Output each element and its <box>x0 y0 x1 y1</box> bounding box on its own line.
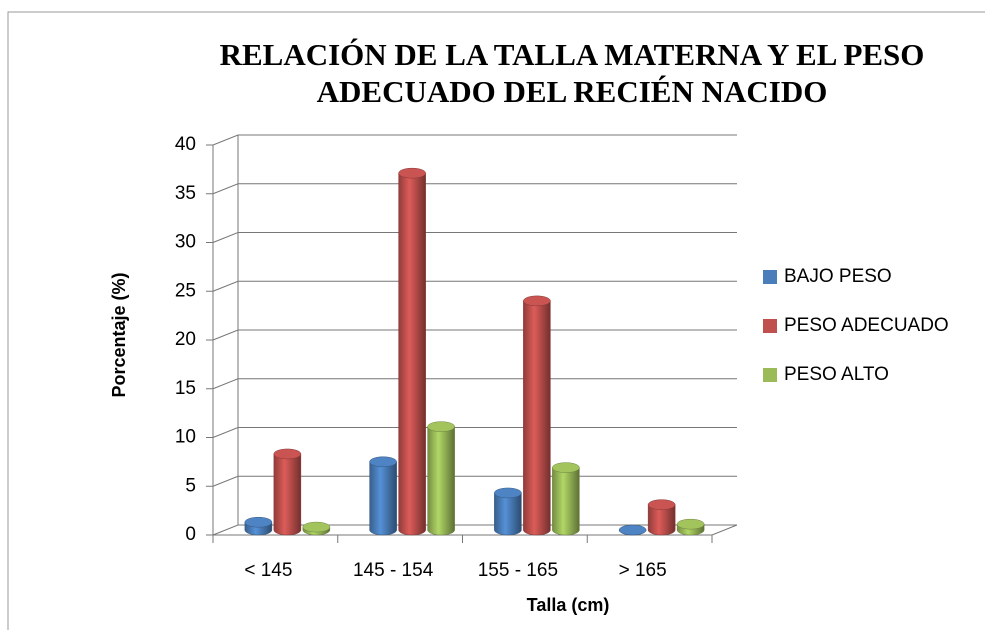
bar <box>494 492 522 536</box>
bar-top <box>676 518 705 530</box>
x-tick-label: 155 - 165 <box>478 560 558 581</box>
bar-top <box>244 516 273 528</box>
legend-swatch <box>763 270 777 284</box>
legend-label: PESO ADECUADO <box>784 315 949 336</box>
bar <box>552 467 580 536</box>
y-tick-label: 30 <box>175 232 196 253</box>
y-tick-label: 35 <box>175 183 196 204</box>
bar <box>273 453 302 536</box>
x-axis-label: Talla (cm) <box>527 595 610 615</box>
bar <box>369 461 397 536</box>
title-line: ADECUADO DEL RECIÉN NACIDO <box>317 74 828 109</box>
bar <box>398 172 426 536</box>
bar-top <box>494 487 522 499</box>
title-line: RELACIÓN DE LA TALLA MATERNA Y EL PESO <box>220 37 925 72</box>
legend-label: BAJO PESO <box>784 266 892 287</box>
bar-top <box>369 456 397 467</box>
y-tick-label: 15 <box>175 378 196 399</box>
y-tick-label: 5 <box>185 475 196 496</box>
bar <box>647 504 676 536</box>
bar-top <box>523 295 551 307</box>
legend-label: PESO ALTO <box>784 364 889 385</box>
y-tick-label: 40 <box>175 134 196 155</box>
bar-top <box>552 462 580 473</box>
x-tick-label: < 145 <box>244 560 292 581</box>
bar <box>427 426 455 536</box>
x-tick-label: > 165 <box>619 560 667 581</box>
bar-top <box>398 167 426 179</box>
y-tick-label: 25 <box>175 280 196 301</box>
y-tick-label: 20 <box>175 329 196 350</box>
chart-title: RELACIÓN DE LA TALLA MATERNA Y EL PESO AD… <box>220 37 925 109</box>
legend-swatch <box>763 368 777 382</box>
bar-top <box>427 421 455 432</box>
bar <box>523 300 551 536</box>
bar-top <box>273 448 302 460</box>
bar-top <box>302 521 331 533</box>
y-tick-label: 10 <box>175 427 196 448</box>
x-tick-label: 145 - 154 <box>353 560 434 581</box>
bar-top <box>618 524 647 536</box>
bar-top <box>647 499 676 510</box>
y-tick-label: 0 <box>185 524 196 545</box>
legend-swatch <box>763 319 777 333</box>
y-axis-label: Porcentaje (%) <box>109 272 129 397</box>
